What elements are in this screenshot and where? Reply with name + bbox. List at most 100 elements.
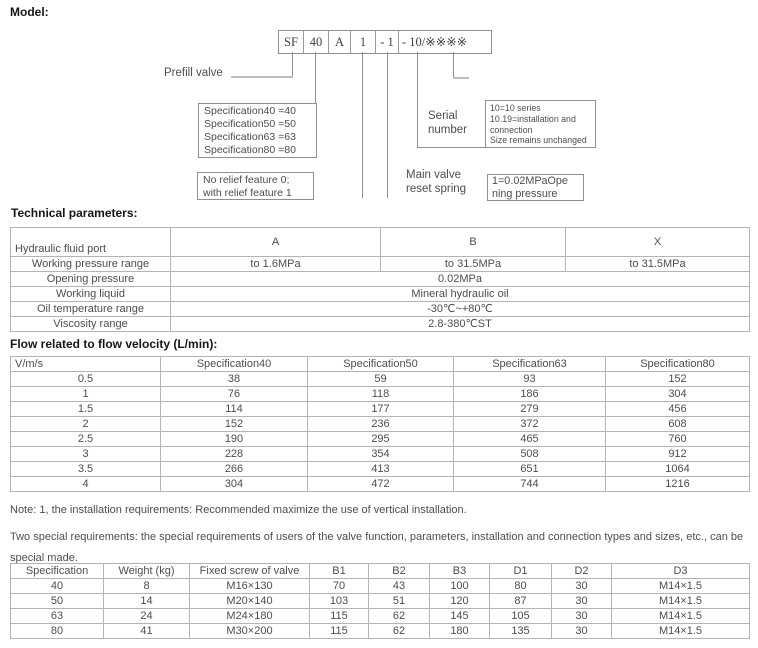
table-cell: 152 — [605, 371, 750, 387]
table-cell: 456 — [605, 401, 750, 417]
specification-legend-line: Specification63 =63 — [204, 131, 296, 143]
table-cell: 100 — [429, 578, 490, 594]
note-installation: Note: 1, the installation requirements: … — [10, 504, 467, 516]
table-cell: 152 — [160, 416, 308, 432]
table-cell: 115 — [309, 623, 369, 639]
table-header-cell: B3 — [429, 563, 490, 579]
table-header-cell: A — [170, 227, 381, 257]
table-cell: 118 — [307, 386, 454, 402]
table-cell: M14×1.5 — [611, 578, 750, 594]
connector-line-serial-horizontal — [417, 147, 485, 148]
table-cell: 912 — [605, 446, 750, 462]
specification-legend-box: Specification40 =40 Specification50 =50 Sp… — [198, 103, 317, 158]
table-cell: -30℃~+80℃ — [170, 301, 750, 317]
table-header-cell: B1 — [309, 563, 369, 579]
connector-line-specification — [315, 52, 316, 103]
table-header-cell: D3 — [611, 563, 750, 579]
note-special-requirements: Two special requirements: the special re… — [10, 531, 744, 564]
table-row: 63 24 M24×180 115 62 145 105 30 M14×1.5 — [10, 608, 750, 624]
table-row: Hydraulic fluid port A B X — [10, 227, 750, 257]
table-cell: 465 — [453, 431, 606, 447]
table-cell: 51 — [368, 593, 430, 609]
table-cell: Opening pressure — [10, 271, 171, 287]
table-cell: 76 — [160, 386, 308, 402]
main-valve-label-line: Main valve — [406, 169, 461, 181]
table-cell: 472 — [307, 476, 454, 492]
table-row: 40 8 M16×130 70 43 100 80 30 M14×1.5 — [10, 578, 750, 594]
table-header-cell: Specification50 — [307, 356, 454, 372]
table-cell: M14×1.5 — [611, 608, 750, 624]
table-cell: 0.02MPa — [170, 271, 750, 287]
table-cell: 70 — [309, 578, 369, 594]
table-cell: 24 — [103, 608, 190, 624]
table-cell: 43 — [368, 578, 430, 594]
table-row: Oil temperature range -30℃~+80℃ — [10, 301, 750, 317]
table-row: 1.5 114 177 279 456 — [10, 401, 750, 417]
table-cell: 4 — [10, 476, 161, 492]
table-cell: 304 — [160, 476, 308, 492]
serial-legend-line: connection — [490, 124, 533, 135]
table-cell: 105 — [489, 608, 552, 624]
table-header-cell: Fixed screw of valve — [189, 563, 310, 579]
table-cell: 63 — [10, 608, 104, 624]
connector-line-relief — [362, 52, 363, 198]
table-header-cell: D1 — [489, 563, 552, 579]
connector-line-serial — [417, 52, 418, 148]
table-cell: 30 — [551, 623, 612, 639]
dimensions-table: Specification Weight (kg) Fixed screw of… — [10, 563, 750, 639]
table-cell: Viscosity range — [10, 316, 171, 332]
table-cell: 145 — [429, 608, 490, 624]
serial-legend-line: 10=10 series — [490, 103, 541, 113]
table-cell: 80 — [10, 623, 104, 639]
technical-parameters-heading: Technical parameters: — [11, 206, 138, 220]
table-cell: 135 — [489, 623, 552, 639]
table-cell: 190 — [160, 431, 308, 447]
table-cell: to 31.5MPa — [565, 256, 750, 272]
table-cell: Mineral hydraulic oil — [170, 286, 750, 302]
table-cell: 608 — [605, 416, 750, 432]
table-row: Working liquid Mineral hydraulic oil — [10, 286, 750, 302]
flow-velocity-heading: Flow related to flow velocity (L/min): — [10, 337, 218, 351]
table-cell: 651 — [453, 461, 606, 477]
table-header-cell: D2 — [551, 563, 612, 579]
table-cell: 87 — [489, 593, 552, 609]
opening-pressure-legend-line: 1=0.02MPaOpe — [492, 175, 568, 187]
table-cell: 1216 — [605, 476, 750, 492]
table-header-cell: Specification40 — [160, 356, 308, 372]
table-cell: 120 — [429, 593, 490, 609]
connector-line-prefill-stub — [231, 76, 293, 78]
table-row: Working pressure range to 1.6MPa to 31.5… — [10, 256, 750, 272]
table-row: 2.5 190 295 465 760 — [10, 431, 750, 447]
table-cell: 266 — [160, 461, 308, 477]
table-cell: Oil temperature range — [10, 301, 171, 317]
relief-legend-box: No relief feature 0; with relief feature … — [197, 172, 314, 200]
table-header-cell: Specification — [10, 563, 104, 579]
model-code-cell: - 10/※※※※ — [402, 35, 468, 49]
table-cell: Working pressure range — [10, 256, 171, 272]
table-cell: 304 — [605, 386, 750, 402]
model-heading: Model: — [10, 5, 49, 19]
table-header-cell: Hydraulic fluid port — [10, 227, 171, 257]
table-cell: 413 — [307, 461, 454, 477]
table-cell: Working liquid — [10, 286, 171, 302]
table-cell: 30 — [551, 593, 612, 609]
model-code-cell: - 1 — [376, 31, 399, 53]
flow-velocity-table: V/m/s Specification40 Specification50 Sp… — [10, 356, 750, 492]
specification-legend-line: Specification50 =50 — [204, 118, 296, 130]
table-cell: 50 — [10, 593, 104, 609]
relief-legend-line: with relief feature 1 — [203, 186, 292, 199]
table-cell: 1.5 — [10, 401, 161, 417]
table-cell: 93 — [453, 371, 606, 387]
table-cell: 62 — [368, 623, 430, 639]
table-cell: 744 — [453, 476, 606, 492]
table-cell: 1 — [10, 386, 161, 402]
model-code-cell: SF — [279, 31, 304, 53]
table-header-cell: B — [380, 227, 566, 257]
table-cell: 186 — [453, 386, 606, 402]
table-cell: M30×200 — [189, 623, 310, 639]
table-header-cell: Weight (kg) — [103, 563, 190, 579]
table-cell: 372 — [453, 416, 606, 432]
table-row: 4 304 472 744 1216 — [10, 476, 750, 492]
opening-pressure-legend-line: ning pressure — [492, 188, 558, 200]
